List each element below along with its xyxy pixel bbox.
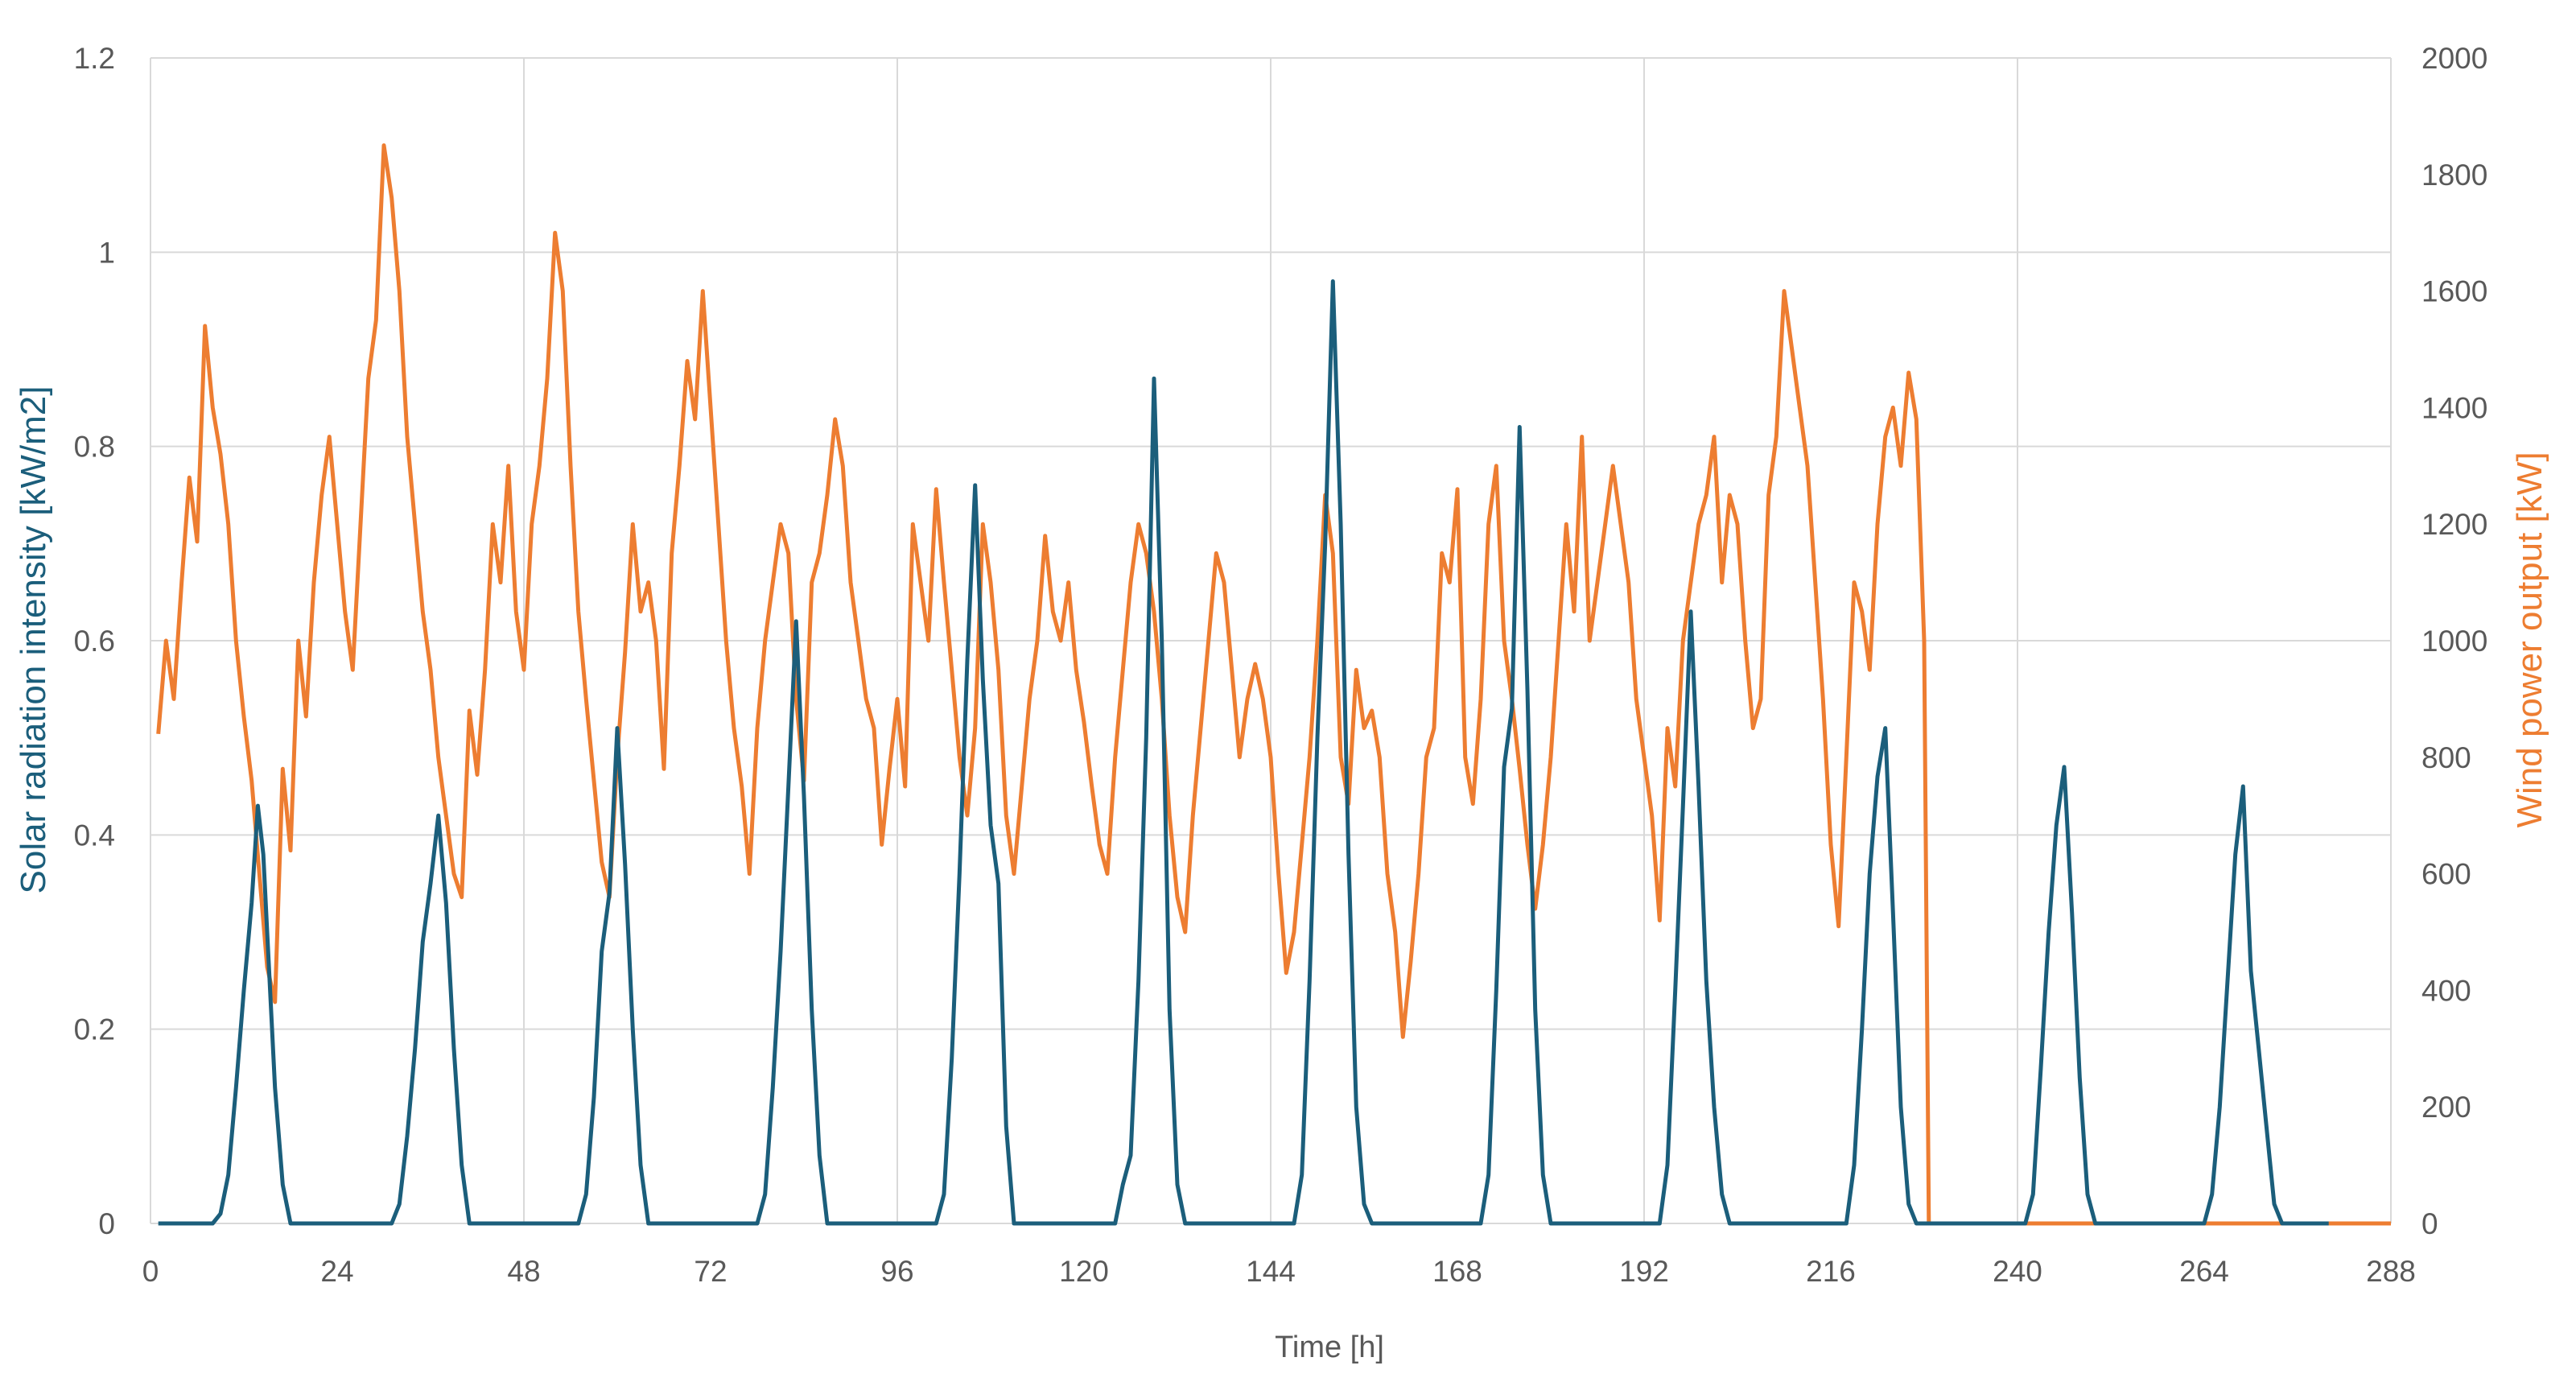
y-right-tick-label: 1400 <box>2421 391 2487 424</box>
y-left-tick-label: 0.4 <box>74 819 115 852</box>
y-right-tick-label: 200 <box>2421 1091 2471 1124</box>
y-left-tick-label: 1.2 <box>74 42 115 75</box>
x-tick-label: 264 <box>2179 1255 2229 1288</box>
x-tick-label: 72 <box>694 1255 727 1288</box>
y-left-tick-label: 1 <box>98 236 115 269</box>
y-right-tick-label: 2000 <box>2421 42 2487 75</box>
solar-radiation-line <box>158 279 2329 1226</box>
x-tick-label: 24 <box>320 1255 353 1288</box>
x-tick-label: 96 <box>880 1255 913 1288</box>
x-tick-label: 168 <box>1432 1255 1482 1288</box>
y-right-tick-label: 1600 <box>2421 275 2487 308</box>
x-tick-label: 144 <box>1246 1255 1296 1288</box>
x-tick-label: 240 <box>1993 1255 2042 1288</box>
axes <box>150 58 2392 1223</box>
x-tick-label: 216 <box>1806 1255 1856 1288</box>
right-y-axis-title: Wind power output [kW] <box>2510 452 2549 827</box>
tick-labels: 0 0.2 0.4 0.6 0.8 1 1.2 0 24 48 72 96 120 144 168 192 21… <box>74 42 2488 1288</box>
y-left-tick-label: 0 <box>98 1207 115 1240</box>
series-layer <box>156 143 2391 1226</box>
y-right-tick-label: 600 <box>2421 858 2471 891</box>
y-right-tick-label: 0 <box>2421 1207 2438 1240</box>
y-right-tick-label: 1200 <box>2421 508 2487 541</box>
y-left-tick-label: 0.2 <box>74 1013 115 1046</box>
x-tick-label: 192 <box>1619 1255 1669 1288</box>
x-tick-label: 0 <box>142 1255 159 1288</box>
y-right-tick-label: 1800 <box>2421 159 2487 192</box>
x-tick-label: 48 <box>507 1255 540 1288</box>
y-left-tick-label: 0.6 <box>74 625 115 658</box>
y-right-tick-label: 400 <box>2421 974 2471 1007</box>
x-tick-label: 288 <box>2366 1255 2416 1288</box>
y-right-tick-label: 800 <box>2421 741 2471 774</box>
wind-power-line <box>156 143 2391 1226</box>
x-tick-label: 120 <box>1059 1255 1109 1288</box>
y-right-tick-label: 1000 <box>2421 625 2487 658</box>
left-y-axis-title: Solar radiation intensity [kW/m2] <box>14 386 53 894</box>
x-axis-title: Time [h] <box>1275 1330 1384 1364</box>
y-left-tick-label: 0.8 <box>74 431 115 464</box>
